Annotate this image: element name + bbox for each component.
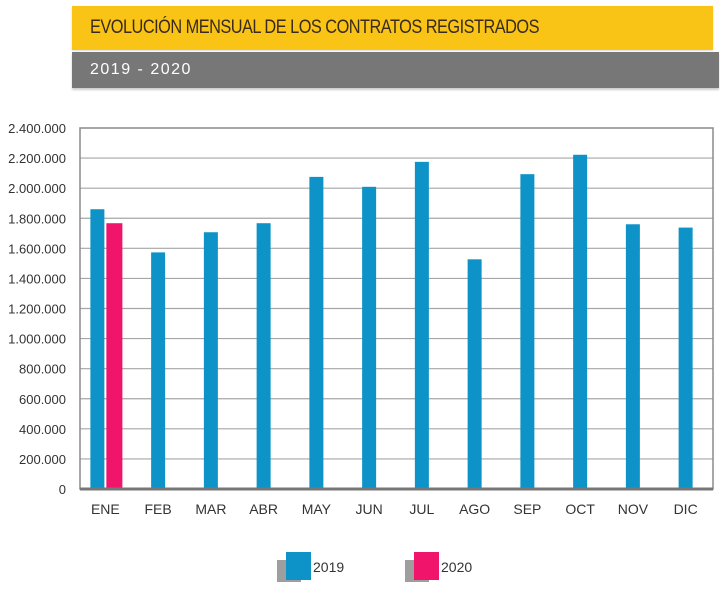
y-tick-label: 0 (59, 482, 66, 497)
bar-2019-feb (151, 252, 166, 489)
legend-item-2020: 2020 (405, 552, 472, 582)
x-tick-label: ENE (91, 501, 120, 517)
x-tick-label: AGO (459, 501, 490, 517)
y-tick-label: 2.400.000 (8, 121, 66, 136)
y-tick-label: 2.200.000 (8, 151, 66, 166)
y-tick-label: 1.400.000 (8, 271, 66, 286)
bar-2019-ene (90, 209, 105, 489)
y-tick-label: 2.000.000 (8, 181, 66, 196)
x-tick-label: OCT (565, 501, 595, 517)
bar-2020-ene (106, 223, 123, 489)
y-tick-label: 200.000 (19, 452, 66, 467)
legend-label: 2020 (441, 559, 472, 575)
bar-2019-abr (256, 223, 271, 489)
bar-2019-ago (467, 259, 482, 489)
bars (90, 154, 693, 489)
bar-2019-nov (625, 224, 640, 489)
bar-2019-sep (520, 174, 535, 489)
x-tick-label: FEB (145, 501, 172, 517)
bar-2019-dic (678, 227, 693, 489)
y-tick-label: 800.000 (19, 362, 66, 377)
y-tick-label: 1.600.000 (8, 241, 66, 256)
x-tick-label: SEP (513, 501, 541, 517)
x-tick-label: NOV (618, 501, 649, 517)
chart-subtitle: 2019 - 2020 (90, 61, 192, 78)
x-tick-label: JUL (409, 501, 434, 517)
x-tick-label: MAY (302, 501, 332, 517)
bar-2019-jun (362, 186, 377, 489)
bar-2019-jul (414, 161, 429, 489)
x-axis-ticks: ENE FEB MAR ABR MAY JUN JUL AGO SEP OCT NOV DIC (91, 501, 698, 517)
chart-title: EVOLUCIÓN MENSUAL DE LOS CONTRATOS REGIS… (90, 17, 540, 38)
gridlines (80, 157, 713, 460)
y-tick-label: 400.000 (19, 422, 66, 437)
legend: 2019 2020 (277, 552, 472, 582)
x-tick-label: JUN (356, 501, 383, 517)
bar-2019-may (309, 176, 324, 489)
subtitle-banner: 2019 - 2020 (72, 52, 719, 88)
legend-item-2019: 2019 (277, 552, 344, 582)
legend-swatch (286, 552, 311, 580)
y-tick-label: 1.000.000 (8, 332, 66, 347)
x-tick-label: MAR (195, 501, 226, 517)
legend-label: 2019 (313, 559, 344, 575)
bar-2019-mar (203, 232, 218, 489)
y-axis-ticks: 0 200.000 400.000 600.000 800.000 1.000.000 1.… (8, 121, 66, 497)
bar-2019-oct (573, 154, 588, 489)
x-tick-label: DIC (674, 501, 698, 517)
legend-swatch (414, 552, 439, 580)
x-tick-label: ABR (249, 501, 278, 517)
y-tick-label: 1.800.000 (8, 211, 66, 226)
title-banner: EVOLUCIÓN MENSUAL DE LOS CONTRATOS REGIS… (72, 6, 713, 50)
y-tick-label: 600.000 (19, 392, 66, 407)
y-tick-label: 1.200.000 (8, 302, 66, 317)
